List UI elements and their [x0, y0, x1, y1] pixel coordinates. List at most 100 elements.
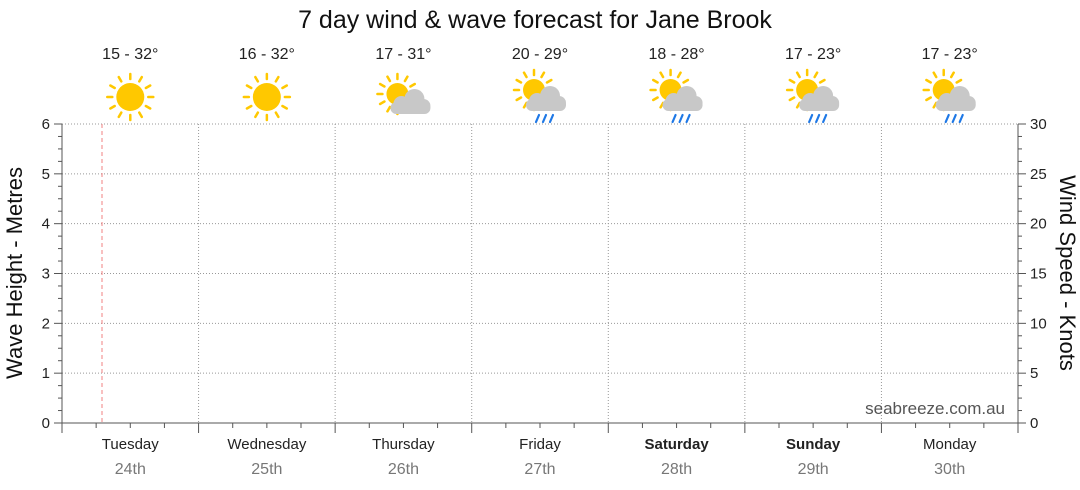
day-header-layer: 15 - 32° 16 - 32° 17 - 31° 20 - 29° 18 - 28°…	[102, 46, 978, 124]
left-tick-label: 2	[42, 315, 50, 332]
date-label: 29th	[798, 461, 829, 478]
sun-ray	[818, 78, 826, 84]
sun-ray	[515, 96, 523, 102]
rain-drop	[815, 113, 821, 124]
sun-ray	[144, 84, 152, 90]
left-axis-title: Wave Height - Metres	[2, 167, 27, 379]
rain-drop	[951, 113, 957, 124]
temp-range: 18 - 28°	[648, 46, 704, 63]
day-name-label: Wednesday	[227, 436, 306, 453]
left-tick-label: 3	[42, 266, 50, 283]
sun-ray	[813, 71, 819, 79]
partly-cloudy-icon	[376, 72, 431, 116]
credit-text: seabreeze.com.au	[865, 399, 1005, 418]
rain-drop	[678, 113, 684, 124]
sun-ray	[117, 111, 123, 119]
sun-ray	[652, 78, 659, 84]
sun-ray	[386, 75, 392, 83]
sun-ray	[522, 71, 528, 79]
rain-drop	[685, 113, 691, 124]
cloud-puff	[825, 96, 840, 110]
rain-drop	[534, 113, 541, 124]
chart-title: 7 day wind & wave forecast for Jane Broo…	[298, 6, 772, 34]
sun-ray	[245, 104, 253, 110]
sun-ray	[659, 71, 665, 79]
sun-ray	[676, 71, 682, 79]
cloud-shape	[526, 86, 566, 111]
cloud-puff	[552, 96, 566, 110]
cloud-puff	[416, 99, 431, 113]
sun-ray	[254, 75, 260, 83]
sun-cloud-shower-icon	[922, 68, 976, 124]
sun-ray	[522, 101, 528, 109]
date-label: 27th	[524, 461, 555, 478]
date-label: 24th	[115, 461, 146, 478]
left-tick-label: 6	[42, 116, 50, 133]
rain-drop	[541, 113, 548, 124]
day-name-label: Saturday	[644, 436, 709, 453]
sun-ray	[949, 71, 955, 79]
sun-cloud-shower-icon	[649, 68, 703, 124]
temp-range: 16 - 32°	[239, 46, 295, 63]
right-tick-label: 20	[1030, 216, 1047, 233]
temp-range: 17 - 31°	[375, 46, 431, 63]
right-axis-title: Wind Speed - Knots	[1055, 175, 1080, 371]
temp-range: 20 - 29°	[512, 46, 568, 63]
day-name-label: Tuesday	[102, 436, 159, 453]
sun-ray	[138, 75, 144, 83]
date-label: 30th	[934, 461, 965, 478]
day-name-label: Monday	[923, 436, 977, 453]
sun-ray	[659, 101, 665, 109]
sun-ray	[378, 82, 386, 88]
temp-range: 17 - 23°	[922, 46, 978, 63]
grid-layer	[62, 123, 1018, 423]
temp-range: 15 - 32°	[102, 46, 158, 63]
sun-ray	[540, 71, 546, 79]
rain-drop	[944, 113, 950, 124]
left-tick-label: 1	[42, 365, 50, 382]
sun-ray	[795, 101, 801, 109]
cloud-shape	[799, 86, 840, 111]
rain-drop	[822, 113, 828, 124]
date-label: 26th	[388, 461, 419, 478]
sun-cloud-shower-icon	[785, 68, 840, 124]
sun-ray	[274, 75, 280, 83]
rain-drop	[671, 113, 677, 124]
sun-ray	[682, 78, 690, 84]
cloud-shape	[662, 86, 703, 111]
day-name-label: Thursday	[372, 436, 435, 453]
sun-ray	[109, 84, 116, 90]
sun-ray	[788, 78, 796, 84]
sun-ray	[409, 82, 416, 88]
sun-ray	[795, 71, 801, 79]
sun-ray	[138, 111, 144, 119]
day-name-label: Sunday	[786, 436, 841, 453]
sun-disc	[252, 83, 281, 111]
sun-ray	[652, 96, 659, 102]
sun-ray	[925, 78, 932, 84]
date-label: 28th	[661, 461, 692, 478]
sun-ray	[254, 111, 260, 119]
sun-ray	[403, 75, 409, 83]
date-label: 25th	[251, 461, 282, 478]
right-tick-label: 0	[1030, 415, 1038, 432]
sun-ray	[281, 104, 289, 110]
sun-disc	[116, 83, 145, 111]
rain-drop	[958, 113, 964, 124]
left-tick-label: 4	[42, 216, 50, 233]
day-name-label: Friday	[519, 436, 561, 453]
temp-range: 17 - 23°	[785, 46, 841, 63]
cloud-shape	[935, 86, 976, 111]
sun-ray	[274, 111, 280, 119]
sun-icon	[106, 72, 155, 122]
rain-drop	[548, 113, 555, 124]
sun-ray	[245, 84, 253, 90]
rain-drop	[808, 113, 814, 124]
sun-icon	[242, 72, 292, 122]
cloud-puff	[688, 96, 703, 110]
day-label-layer: Tuesday 24th Wednesday 25th Thursday 26th Frid…	[102, 436, 977, 478]
right-tick-label: 25	[1030, 166, 1047, 183]
left-tick-label: 5	[42, 166, 50, 183]
sun-ray	[281, 84, 289, 90]
